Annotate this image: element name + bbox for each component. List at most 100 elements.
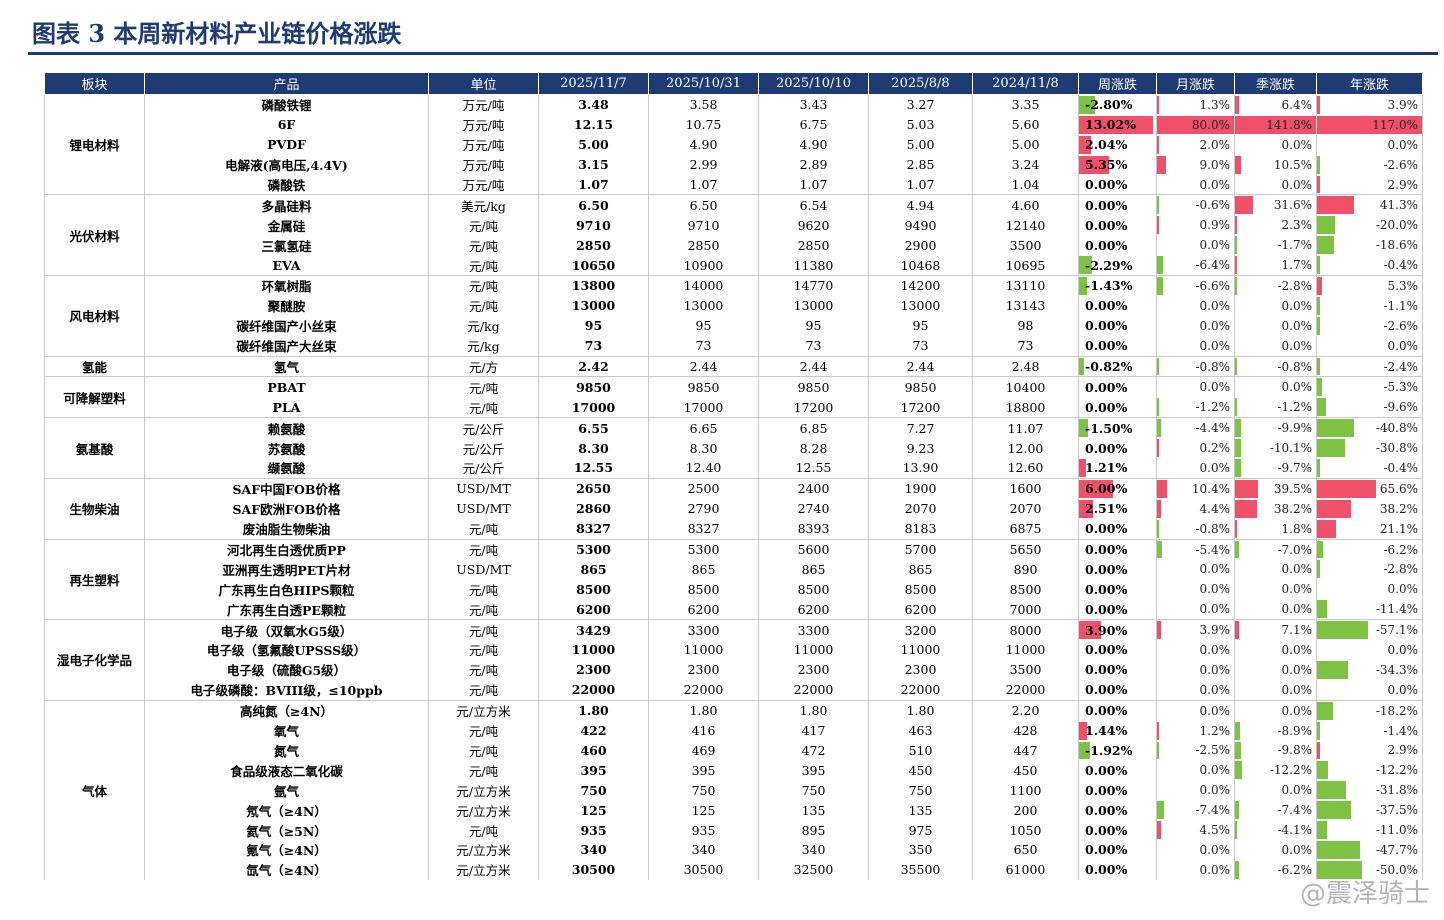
change-bar [1157, 216, 1160, 235]
change-value: 80.0% [1191, 117, 1230, 132]
change-value: 0.0% [1199, 662, 1231, 677]
table-row: 广东再生白色HIPS颗粒 元/吨 8500 8500 8500 8500 8500 0.00%… [45, 579, 1423, 600]
price-cell: 17000 [648, 397, 759, 418]
price-cell: 9850 [868, 376, 973, 398]
change-q-cell: 0.0% [1234, 579, 1317, 600]
change-q-cell: -9.8% [1234, 740, 1317, 761]
change-q-cell: 0.0% [1234, 659, 1317, 680]
change-bar [1079, 357, 1084, 376]
change-w-cell: 0.00% [1078, 579, 1157, 600]
price-cell: 4.60 [972, 194, 1079, 216]
change-bar [1235, 821, 1238, 839]
product-cell: 电子级（硫酸G5级） [144, 659, 429, 680]
change-value: 0.0% [1281, 298, 1313, 313]
price-cell: 5.60 [972, 114, 1079, 135]
price-cell: 135 [758, 800, 869, 821]
change-bar [1317, 821, 1327, 839]
product-cell: 氙气（≥4N） [144, 859, 429, 880]
change-value: -7.0% [1277, 542, 1312, 557]
table-row: 三氯氢硅 元/吨 2850 2850 2850 2900 3500 0.00% 0.0% -1.7… [45, 235, 1423, 256]
price-cell: 865 [758, 559, 869, 580]
change-bar [1235, 216, 1238, 235]
price-cell: 1.07 [648, 174, 759, 195]
unit-cell: USD/MT [428, 559, 539, 580]
price-cell: 450 [972, 760, 1079, 781]
change-bar [1157, 439, 1160, 458]
change-w-cell: 0.00% [1078, 235, 1157, 256]
change-value: -8.9% [1277, 723, 1312, 738]
change-value: -5.3% [1383, 380, 1418, 395]
header-row: 板块 产品 单位 2025/11/7 2025/10/31 2025/10/10 2025/… [44, 72, 1423, 95]
change-value: 0.2% [1199, 441, 1231, 456]
change-w-cell: 0.00% [1078, 859, 1157, 880]
change-w-cell: 2.51% [1078, 498, 1157, 519]
change-bar [1157, 155, 1166, 174]
change-value: 0.0% [1199, 703, 1231, 718]
change-m-cell: 0.0% [1156, 559, 1235, 580]
unit-cell: 元/吨 [428, 376, 539, 398]
change-bar [1317, 316, 1321, 335]
change-value: 0.00% [1085, 822, 1128, 838]
price-cell: 9850 [538, 376, 649, 398]
price-cell: 22000 [538, 679, 649, 701]
change-bar [1079, 155, 1110, 174]
change-bar [1235, 196, 1254, 215]
change-y-cell: 0.0% [1316, 134, 1423, 155]
table-row: 气体 高纯氮（≥4N） 元/立方米 1.80 1.80 1.80 1.80 2.20 0.00%… [44, 699, 1423, 880]
price-cell: 12.60 [972, 458, 1079, 479]
change-value: -47.7% [1375, 842, 1418, 857]
change-bar [1079, 621, 1102, 640]
price-cell: 8183 [868, 518, 973, 540]
product-cell: SAF欧洲FOB价格 [144, 498, 429, 519]
column-header: 年涨跌 [1316, 72, 1423, 95]
change-value: 117.0% [1372, 117, 1418, 132]
change-y-cell: -5.3% [1316, 376, 1423, 398]
change-value: 1.3% [1199, 97, 1231, 112]
product-cell: 氧气 [144, 720, 429, 741]
price-cell: 11000 [758, 640, 869, 660]
price-cell: 17000 [538, 397, 649, 418]
change-value: -1.2% [1277, 400, 1312, 415]
change-value: 65.6% [1379, 481, 1418, 496]
change-q-cell: -7.4% [1234, 800, 1317, 821]
change-bar [1235, 721, 1241, 740]
change-value: 0.0% [1199, 460, 1231, 475]
price-cell: 14770 [758, 275, 869, 296]
price-cell: 12.00 [972, 438, 1079, 459]
change-m-cell: 0.0% [1156, 760, 1235, 781]
change-y-cell: -0.4% [1316, 255, 1423, 276]
change-value: 0.00% [1085, 842, 1128, 858]
unit-cell: 万元/吨 [428, 134, 539, 155]
change-value: 5.35% [1085, 157, 1128, 173]
change-bar [1317, 840, 1360, 859]
change-m-cell: -0.8% [1156, 355, 1235, 377]
price-cell: 6.55 [538, 417, 649, 439]
change-value: 3.9% [1199, 623, 1231, 638]
change-m-cell: -0.6% [1156, 194, 1235, 216]
change-y-cell: 117.0% [1316, 114, 1423, 135]
change-bar [1317, 439, 1345, 458]
change-m-cell: 0.0% [1156, 699, 1235, 721]
table-row: 光伏材料 多晶硅料 美元/kg 6.50 6.50 6.54 4.94 4.60 0.00% -0… [44, 194, 1423, 276]
change-value: -57.1% [1375, 623, 1418, 638]
price-cell: 6875 [972, 518, 1079, 540]
change-bar [1157, 419, 1162, 438]
change-value: -18.2% [1375, 703, 1418, 718]
table-row: 亚洲再生透明PET片材 USD/MT 865 865 865 865 890 0.00% 0.0… [45, 559, 1423, 580]
table-row: 氮气 元/吨 460 469 472 510 447 -1.92% -2.5% -9.8% 2.9% [45, 740, 1423, 761]
change-bar [1235, 499, 1257, 518]
change-bar [1157, 398, 1160, 417]
change-value: -2.6% [1383, 157, 1418, 172]
price-cell: 895 [758, 820, 869, 840]
price-cell: 9490 [868, 215, 973, 236]
change-q-cell: 6.4% [1234, 93, 1317, 115]
change-bar [1317, 519, 1336, 538]
change-value: 0.00% [1085, 561, 1128, 577]
change-value: 0.0% [1199, 562, 1231, 577]
change-value: -6.4% [1195, 258, 1230, 273]
change-value: 2.51% [1085, 501, 1128, 517]
unit-cell: 元/吨 [428, 679, 539, 701]
change-value: 0.0% [1199, 582, 1231, 597]
price-cell: 73 [972, 335, 1079, 357]
change-w-cell: 2.04% [1078, 134, 1157, 155]
